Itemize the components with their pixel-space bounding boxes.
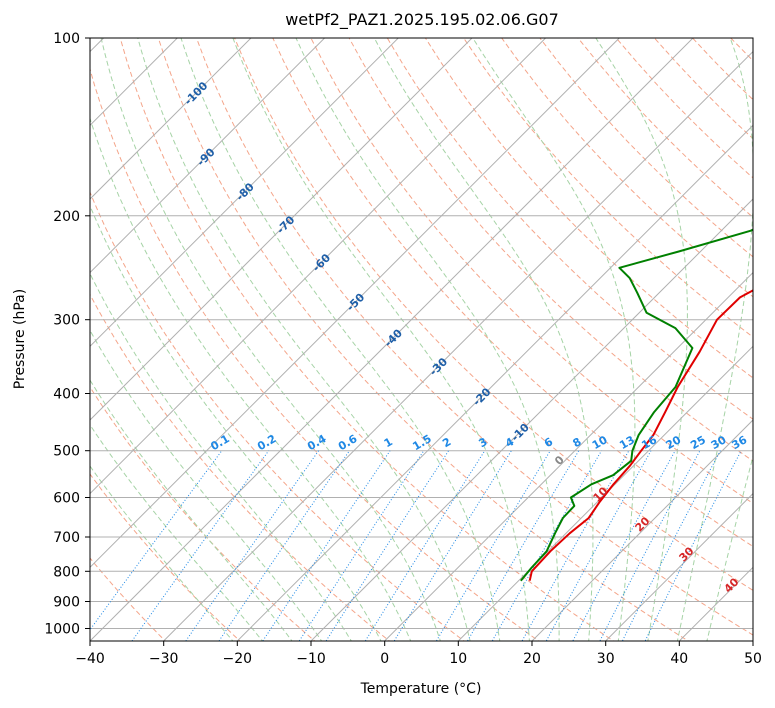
mixing-ratio-line [325,450,450,641]
isotherm-line [457,345,753,641]
isotherm-line [236,124,753,641]
dry-adiabat-line [310,38,753,504]
axes: −40 −30 −20 −10 0 10 20 30 40 50 1000 900 800 700 600 5… [44,31,762,667]
x-axis-label: Temperature (°C) [360,681,482,697]
dry-adiabat-line [90,67,540,641]
isotherm-line [383,271,753,641]
temperature-profile-line [528,289,753,581]
isotherm-line [90,38,326,274]
isotherm-line [531,419,753,641]
isotherm-line [90,38,400,348]
y-tick-label: 300 [53,313,80,329]
y-tick-label: 800 [53,564,80,580]
x-tick-label: −10 [296,651,326,667]
isotherm-line [310,198,753,641]
x-tick-label: 30 [597,651,615,667]
mixing-ratio-line [572,450,676,641]
mixing-ratio-line [644,450,742,641]
y-tick-label: 700 [53,530,80,546]
y-tick-label: 200 [53,209,80,225]
y-tick-label: 100 [53,31,80,47]
mixing-ratio-line [298,450,425,641]
mixing-ratio-line [621,450,721,641]
x-tick-label: −20 [223,651,253,667]
x-tick-label: 0 [380,651,389,667]
chart-title: wetPf2_PAZ1.2025.195.02.06.G07 [285,10,559,30]
dry-adiabat-line [196,38,753,636]
y-tick-label: 500 [53,444,80,460]
x-tick-label: 10 [449,651,467,667]
y-tick-label: 900 [53,595,80,611]
y-axis-label: Pressure (hPa) [12,289,28,389]
isotherm-line [90,38,621,569]
dewpoint-profile-line [520,228,753,582]
x-tick-label: 40 [670,651,688,667]
dry-adiabat-line [386,38,753,420]
dry-adiabat-line [90,386,316,641]
x-tick-label: 50 [744,651,762,667]
y-tick-label: 1000 [44,622,80,638]
dry-adiabat-line [234,38,753,591]
mixing-ratio-line [393,450,512,641]
dry-adiabat-line [348,38,753,462]
mixing-ratio-line [218,450,350,641]
x-tick-label: −40 [75,651,105,667]
isotherm-line [90,38,473,421]
y-tick-label: 600 [53,491,80,507]
moist-adiabat-line [90,465,234,641]
moist-adiabat-line [90,423,264,641]
isotherm-line [90,38,547,495]
dry-adiabat-line [463,38,753,338]
x-tick-label: 20 [523,651,541,667]
moist-adiabat-line [90,379,293,641]
background-lines [90,38,753,641]
profile-lines [520,228,753,582]
y-tick-label: 400 [53,387,80,403]
mixing-ratio-line [466,450,580,641]
dry-adiabat-line [272,38,753,548]
isotherm-line [162,50,753,641]
plot-frame [89,37,754,642]
mixing-ratio-line [435,450,551,641]
dry-adiabat-line [501,38,753,298]
mixing-ratio-line [131,450,270,641]
isotherm-line [604,492,753,641]
mixing-ratio-line [364,450,486,641]
isotherm-line [90,38,252,200]
isotherm-line [90,38,694,641]
x-tick-label: −30 [149,651,179,667]
